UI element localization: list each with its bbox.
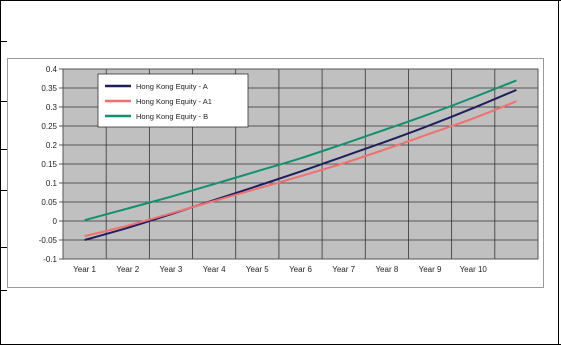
- y-tick-label: 0.3: [46, 103, 58, 112]
- legend-label: Hong Kong Equity - B: [136, 112, 208, 121]
- y-tick-label: 0.35: [41, 84, 57, 93]
- y-axis: -0.1 -0.05 0 0.05 0.1 0.15 0.2 0.25 0.3 0.35 0.4: [39, 65, 63, 264]
- y-tick-label: 0.4: [46, 65, 58, 74]
- x-tick-label: Year 6: [289, 265, 312, 274]
- y-tick-label: 0.2: [46, 141, 58, 150]
- x-tick-label: Year 3: [160, 265, 183, 274]
- legend-label: Hong Kong Equity - A1: [136, 97, 212, 106]
- table-border-right: [558, 0, 559, 345]
- table-rule: [0, 290, 7, 291]
- y-tick-label: 0.15: [41, 160, 57, 169]
- x-tick-label: Year 8: [375, 265, 398, 274]
- table-rule: [0, 149, 7, 150]
- series-lines: [84, 79, 517, 241]
- line-chart: -0.1 -0.05 0 0.05 0.1 0.15 0.2 0.25 0.3 0.35 0.4 Y…: [39, 65, 539, 274]
- y-tick-label: 0.25: [41, 122, 57, 131]
- y-tick-label: -0.05: [39, 236, 58, 245]
- x-tick-label: Year 4: [203, 265, 226, 274]
- x-axis: Year 1 Year 2 Year 3 Year 4 Year 5 Year 6 Year…: [73, 265, 487, 274]
- y-tick-label: -0.1: [43, 255, 57, 264]
- series-line-1: [84, 88, 517, 241]
- x-tick-label: Year 7: [332, 265, 355, 274]
- chart-frame: -0.1 -0.05 0 0.05 0.1 0.15 0.2 0.25 0.3 0.35 0.4 Y…: [7, 58, 544, 288]
- table-rule: [0, 190, 7, 191]
- table-border-left: [0, 0, 1, 345]
- legend: Hong Kong Equity - A Hong Kong Equity - A…: [97, 73, 249, 128]
- x-tick-label: Year 10: [460, 265, 488, 274]
- series-line-2: [84, 100, 517, 238]
- x-tick-label: Year 2: [116, 265, 139, 274]
- x-tick-label: Year 5: [246, 265, 269, 274]
- y-tick-label: 0.05: [41, 198, 57, 207]
- x-tick-label: Year 1: [73, 265, 96, 274]
- table-rule: [0, 101, 7, 102]
- series-line-3: [84, 79, 517, 222]
- legend-label: Hong Kong Equity - A: [136, 82, 208, 91]
- table-rule: [0, 41, 7, 42]
- y-tick-label: 0.1: [46, 179, 58, 188]
- x-tick-label: Year 9: [419, 265, 442, 274]
- y-tick-label: 0: [53, 217, 58, 226]
- table-rule: [0, 247, 7, 248]
- table-border-top: [0, 0, 561, 1]
